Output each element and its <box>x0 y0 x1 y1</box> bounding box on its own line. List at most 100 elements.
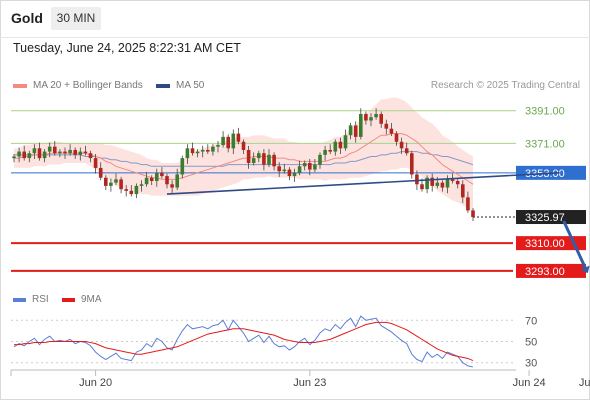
candle-body <box>27 153 32 159</box>
candle-body <box>246 149 251 164</box>
candle-body <box>144 177 149 185</box>
candle-body <box>287 169 292 177</box>
candle-body <box>272 154 276 167</box>
candle-body <box>394 133 399 142</box>
candle-body <box>364 113 368 121</box>
candle-body <box>17 151 21 157</box>
candle-body <box>221 136 225 146</box>
candle-body <box>155 172 159 182</box>
candle-body <box>22 151 26 159</box>
candle-body <box>42 151 47 159</box>
candle-body <box>139 184 144 186</box>
chart-header: Gold 30 MIN <box>0 0 590 38</box>
candle-body <box>149 177 154 182</box>
candle-body <box>343 135 348 149</box>
support-trendline <box>166 172 560 195</box>
level-tag-4 <box>516 236 586 251</box>
legend-ma50-label: MA 50 <box>176 80 205 91</box>
legend-9ma-swatch <box>62 297 75 302</box>
legend-rsi-label: RSI <box>32 294 49 305</box>
instrument-title: Gold <box>11 10 43 26</box>
level-tag-3 <box>516 210 586 225</box>
level-tag-5 <box>516 263 586 278</box>
candle-body <box>461 184 465 198</box>
candle-body <box>450 179 455 182</box>
candle-body <box>318 154 322 165</box>
timeframe-button[interactable]: 30 MIN <box>51 7 101 30</box>
candle-body <box>425 177 429 190</box>
x-tick-label: Jun 20 <box>79 377 112 389</box>
candle-body <box>404 148 409 154</box>
candle-body <box>134 185 139 195</box>
candle-body <box>160 172 164 177</box>
candle-body <box>180 158 185 175</box>
candle-body <box>165 176 169 185</box>
candle-body <box>313 164 317 170</box>
candle-body <box>323 149 327 155</box>
candle-body <box>241 141 246 150</box>
candle-body <box>471 210 475 218</box>
rsi-tick-label: 70 <box>525 315 537 327</box>
projection-arrow-head <box>580 265 590 274</box>
candle-body <box>369 117 373 121</box>
credit-text: Research © 2025 Trading Central <box>430 80 580 91</box>
candle-body <box>206 149 210 152</box>
candle-body <box>47 146 52 152</box>
x-tick-label: Jun 24 <box>513 377 546 389</box>
candle-body <box>338 141 343 149</box>
candle-body <box>88 153 93 159</box>
candle-body <box>420 184 424 190</box>
candle-body <box>466 197 470 211</box>
candle-body <box>389 128 394 134</box>
legend-ma50: MA 50 <box>156 80 204 91</box>
candle-body <box>93 158 98 168</box>
candle-body <box>211 146 215 152</box>
legend-9ma: 9MA <box>62 294 102 305</box>
candle-body <box>282 169 287 172</box>
candle-body <box>170 184 174 188</box>
candle-body <box>399 141 404 149</box>
rsi-line <box>13 315 474 368</box>
candle-body <box>410 153 414 175</box>
candle-body <box>63 151 67 154</box>
candle-body <box>12 156 16 159</box>
level-label-3: 3325.97 <box>525 212 565 224</box>
candle-body <box>226 136 230 149</box>
projection-arrow-shaft <box>562 220 587 269</box>
candle-body <box>257 153 261 159</box>
candle-body <box>37 148 42 159</box>
candle-body <box>78 151 83 155</box>
candle-body <box>308 163 312 170</box>
candle-body <box>435 182 440 186</box>
candle-body <box>68 149 72 154</box>
legend-rsi-swatch <box>13 297 26 302</box>
legend-ma20: MA 20 + Bollinger Bands <box>13 80 143 91</box>
candle-body <box>359 113 363 137</box>
candle-body <box>251 158 256 164</box>
candle-body <box>445 179 450 188</box>
candle-body <box>384 123 389 129</box>
rsi-tick-label: 30 <box>525 358 537 370</box>
candle-body <box>292 172 297 177</box>
candle-body <box>104 177 108 186</box>
candle-body <box>379 113 383 124</box>
candle-body <box>231 133 236 149</box>
candle-body <box>328 149 332 152</box>
candle-body <box>114 179 118 183</box>
candle-body <box>348 125 353 136</box>
candle-body <box>124 189 128 191</box>
legend-rsi: RSI <box>13 294 49 305</box>
legend-9ma-label: 9MA <box>81 294 102 305</box>
candle-body <box>302 163 307 167</box>
candle-body <box>430 177 434 186</box>
candle-body <box>333 141 338 152</box>
candle-body <box>216 145 220 147</box>
level-label-5: 3293.00 <box>525 266 565 278</box>
candle-body <box>277 166 281 172</box>
candle-body <box>98 167 103 178</box>
candle-body <box>195 151 200 154</box>
candle-body <box>297 166 302 173</box>
candle-body <box>83 151 88 154</box>
x-tick-label: Jun 23 <box>293 377 326 389</box>
